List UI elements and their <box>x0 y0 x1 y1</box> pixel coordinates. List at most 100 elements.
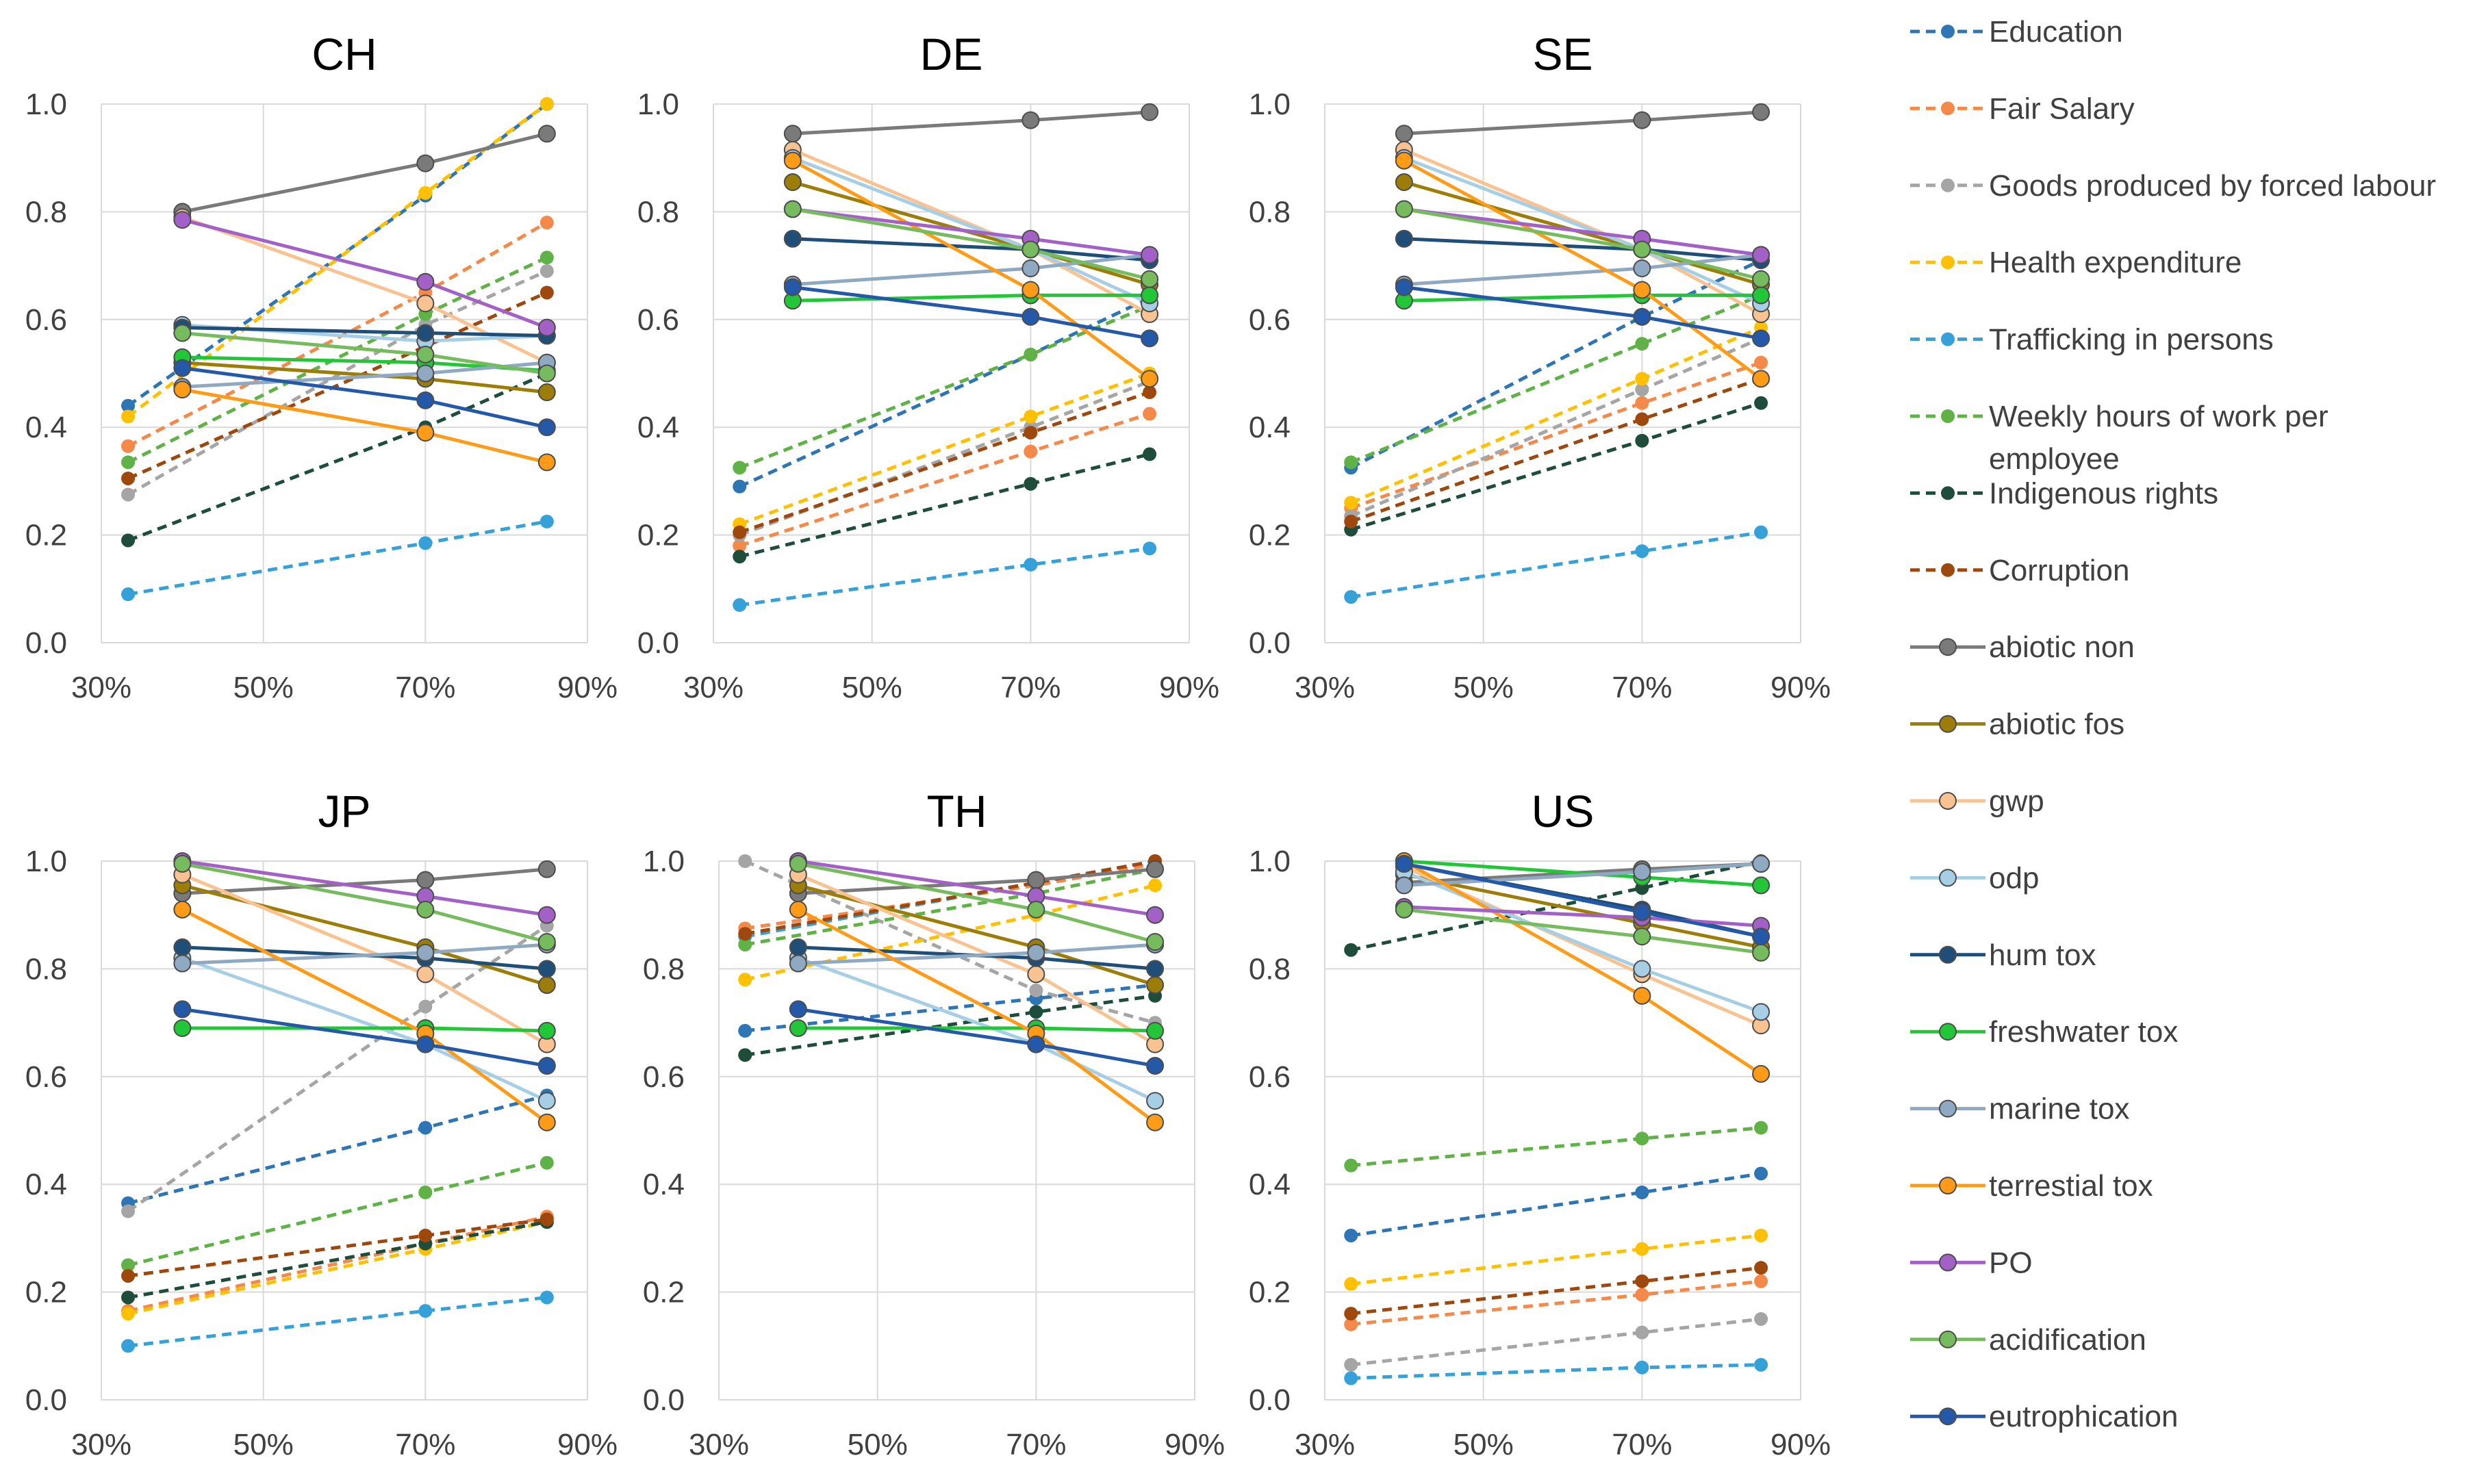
legend-swatch-marker <box>1939 869 1957 887</box>
data-point <box>1752 1064 1770 1083</box>
data-point <box>1021 111 1040 129</box>
panel-title: SE <box>1532 29 1592 79</box>
x-tick-label: 30% <box>683 671 744 704</box>
series-corruption <box>121 1212 554 1283</box>
series-terrestial-tox <box>789 900 1165 1131</box>
legend-item-education: Education <box>1910 15 2123 49</box>
data-point <box>1024 476 1038 491</box>
data-point <box>173 954 192 973</box>
x-tick-label: 90% <box>1770 1428 1831 1461</box>
series-terrestial-tox <box>783 151 1159 388</box>
series-terrestial-tox <box>173 900 556 1131</box>
y-tick-label: 0.0 <box>643 1383 685 1417</box>
data-point <box>418 1304 433 1318</box>
x-tick-label: 30% <box>1295 1428 1355 1461</box>
data-point <box>1633 986 1651 1005</box>
data-point <box>1344 496 1358 510</box>
y-tick-label: 0.2 <box>643 1276 685 1309</box>
data-point <box>121 409 136 424</box>
data-point <box>1021 281 1040 299</box>
y-tick-label: 0.6 <box>25 303 67 337</box>
series-line <box>1350 1172 1762 1238</box>
data-point <box>1633 960 1651 978</box>
y-tick-label: 0.2 <box>25 519 67 552</box>
y-tick-label: 0.4 <box>25 1168 67 1201</box>
legend-label: Corruption <box>1989 554 2129 587</box>
data-point <box>537 1057 556 1075</box>
legend-item-abiotic-fos: abiotic fos <box>1910 708 2124 741</box>
data-point <box>738 854 752 868</box>
data-point <box>1146 1021 1165 1040</box>
data-point <box>1395 876 1413 895</box>
series-line <box>1350 294 1762 464</box>
x-tick-label: 70% <box>1006 1428 1066 1461</box>
data-point <box>738 1048 752 1062</box>
data-point <box>738 937 752 951</box>
legend-swatch-marker <box>1939 1023 1957 1041</box>
data-point <box>1633 259 1651 278</box>
data-point <box>1395 229 1413 248</box>
data-point <box>1344 1357 1358 1372</box>
data-point <box>121 1204 136 1218</box>
data-point <box>1344 1158 1358 1173</box>
legend: Education Fair Salary Goods produced by fo… <box>1910 15 2436 1433</box>
series-trafficking-in-persons <box>1344 525 1768 604</box>
data-point <box>537 976 556 995</box>
series-fair-salary <box>1344 1274 1768 1331</box>
legend-item-acidification: acidification <box>1910 1323 2146 1357</box>
data-point <box>1344 514 1358 528</box>
legend-swatch-marker <box>1941 409 1955 423</box>
data-point <box>1146 1113 1165 1131</box>
legend-item-eutrophication: eutrophication <box>1910 1400 2178 1433</box>
data-point <box>1395 151 1413 170</box>
data-point <box>738 927 752 941</box>
legend-label: acidification <box>1989 1323 2146 1357</box>
data-point <box>540 1290 554 1305</box>
series-line <box>127 269 548 496</box>
y-tick-label: 0.2 <box>25 1276 67 1309</box>
series-line <box>1350 530 1762 599</box>
y-tick-label: 1.0 <box>643 845 685 878</box>
data-point <box>416 943 435 962</box>
panel-title: CH <box>312 29 377 79</box>
data-point <box>1752 286 1770 305</box>
data-point <box>537 860 556 878</box>
data-point <box>1752 943 1770 962</box>
data-point <box>733 525 747 539</box>
data-point <box>1146 906 1165 924</box>
legend-label: Weekly hours of work per employee <box>1989 400 2328 476</box>
y-tick-label: 0.8 <box>25 195 67 229</box>
data-point <box>1754 1261 1768 1275</box>
data-point <box>1754 1274 1768 1288</box>
series-line <box>744 859 1156 938</box>
data-point <box>121 439 136 453</box>
data-point <box>121 1290 136 1305</box>
data-point <box>783 125 802 143</box>
y-tick-label: 0.6 <box>637 303 679 337</box>
series-trafficking-in-persons <box>121 514 554 602</box>
x-tick-label: 70% <box>1612 1428 1672 1461</box>
data-point <box>783 229 802 248</box>
legend-item-corruption: Corruption <box>1910 554 2129 587</box>
legend-item-marine-tox: marine tox <box>1910 1092 2129 1126</box>
data-point <box>1146 933 1165 951</box>
data-point <box>1752 1003 1770 1021</box>
data-point <box>416 364 435 383</box>
data-point <box>1024 347 1038 361</box>
data-point <box>1635 544 1649 559</box>
data-point <box>1021 259 1040 278</box>
legend-swatch-marker <box>1939 1330 1957 1348</box>
data-point <box>540 1212 554 1227</box>
y-tick-label: 0.0 <box>1249 1383 1291 1417</box>
series-education <box>1344 1166 1768 1242</box>
series-acidification <box>1395 200 1770 288</box>
data-point <box>1635 383 1649 397</box>
data-point <box>121 533 136 548</box>
legend-swatch-marker <box>1939 1407 1957 1426</box>
series-eutrophication <box>173 359 556 437</box>
data-point <box>1146 960 1165 978</box>
data-point <box>1029 1005 1043 1019</box>
series-eutrophication <box>173 1000 556 1075</box>
data-point <box>121 487 136 502</box>
y-tick-label: 1.0 <box>1249 845 1291 878</box>
